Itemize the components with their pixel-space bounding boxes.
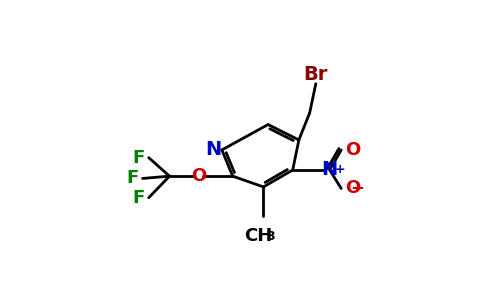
Text: Br: Br	[303, 65, 328, 84]
Text: −: −	[350, 178, 364, 196]
Text: CH: CH	[244, 227, 272, 245]
Text: F: F	[133, 149, 145, 167]
Text: N: N	[205, 140, 221, 160]
Text: F: F	[126, 169, 139, 188]
Text: N: N	[321, 160, 338, 179]
Text: F: F	[133, 189, 145, 207]
Text: O: O	[345, 179, 360, 197]
Text: O: O	[191, 167, 206, 185]
Text: +: +	[335, 163, 346, 176]
Text: O: O	[345, 141, 360, 159]
Text: 3: 3	[266, 230, 275, 243]
